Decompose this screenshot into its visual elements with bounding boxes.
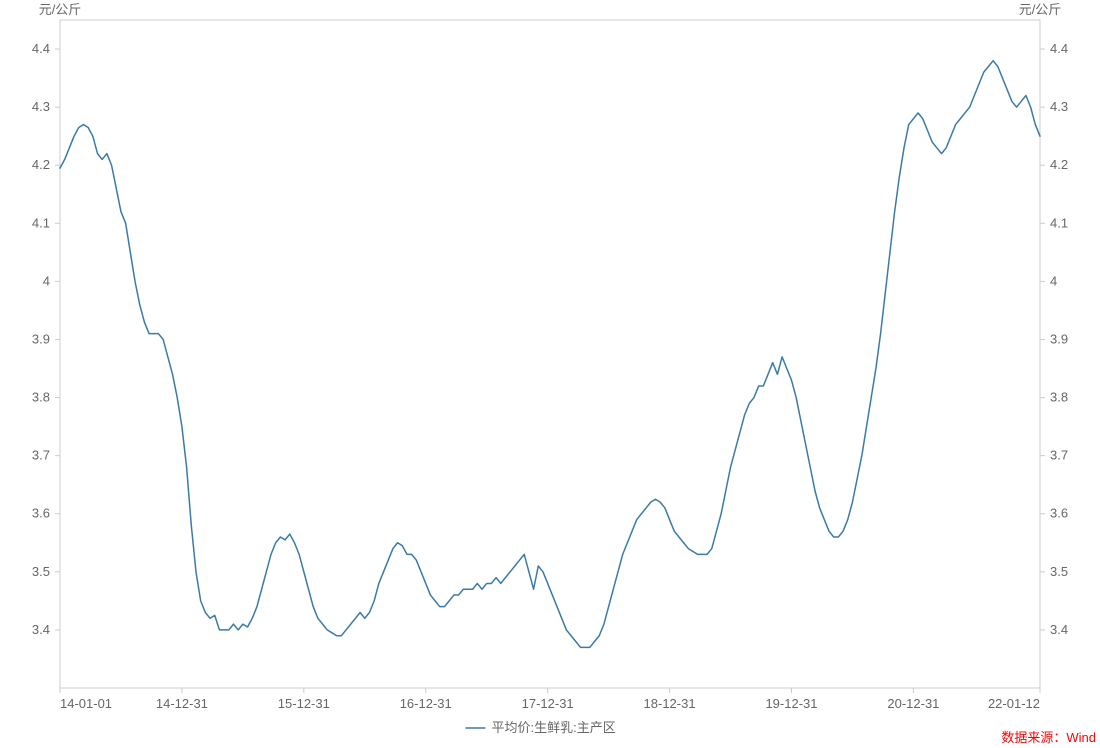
y-tick-label-right: 3.4 — [1050, 622, 1068, 637]
y-tick-label-left: 4.3 — [32, 99, 50, 114]
y-axis-title-right: 元/公斤 — [1019, 2, 1062, 17]
chart-svg: 3.4 3.4 3.5 3.5 3.6 3.6 3.7 3.7 3.8 3.8 3.9 3.9 4 4 4.… — [0, 0, 1100, 748]
y-tick-label-left: 3.4 — [32, 622, 50, 637]
y-tick-label-right: 4 — [1050, 273, 1057, 288]
source-label: 数据来源：Wind — [1001, 730, 1096, 745]
y-tick-label-right: 3.7 — [1050, 448, 1068, 463]
y-tick-label-right: 3.9 — [1050, 331, 1068, 346]
y-tick-label-left: 4 — [43, 273, 50, 288]
x-tick-label: 20-12-31 — [887, 696, 939, 711]
legend-label: 平均价:生鲜乳:主产区 — [492, 720, 616, 735]
y-tick-label-left: 3.5 — [32, 564, 50, 579]
x-tick-label: 19-12-31 — [765, 696, 817, 711]
x-tick-label: 14-01-01 — [60, 696, 112, 711]
y-tick-label-right: 4.2 — [1050, 157, 1068, 172]
x-tick-label: 17-12-31 — [522, 696, 574, 711]
x-tick-label: 14-12-31 — [156, 696, 208, 711]
x-tick-label: 16-12-31 — [400, 696, 452, 711]
y-tick-label-right: 4.4 — [1050, 41, 1068, 56]
y-tick-label-left: 4.4 — [32, 41, 50, 56]
y-tick-label-right: 3.5 — [1050, 564, 1068, 579]
x-tick-label: 15-12-31 — [278, 696, 330, 711]
y-tick-label-left: 3.7 — [32, 448, 50, 463]
y-tick-label-right: 4.1 — [1050, 215, 1068, 230]
x-tick-label: 18-12-31 — [644, 696, 696, 711]
x-tick-label: 22-01-12 — [988, 696, 1040, 711]
y-tick-label-left: 3.6 — [32, 506, 50, 521]
y-tick-label-right: 4.3 — [1050, 99, 1068, 114]
y-tick-label-right: 3.8 — [1050, 390, 1068, 405]
y-tick-label-left: 4.2 — [32, 157, 50, 172]
y-tick-label-right: 3.6 — [1050, 506, 1068, 521]
y-tick-label-left: 4.1 — [32, 215, 50, 230]
y-tick-label-left: 3.9 — [32, 331, 50, 346]
chart-container: 3.4 3.4 3.5 3.5 3.6 3.6 3.7 3.7 3.8 3.8 3.9 3.9 4 4 4.… — [0, 0, 1100, 748]
y-tick-label-left: 3.8 — [32, 390, 50, 405]
y-axis-title-left: 元/公斤 — [39, 2, 82, 17]
